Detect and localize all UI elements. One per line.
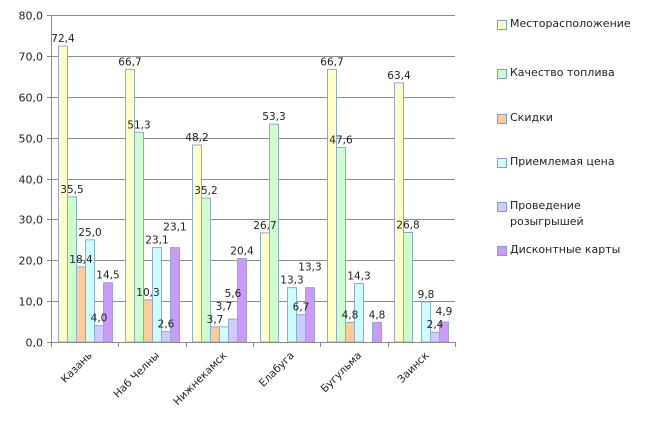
legend-swatch-fuel-quality bbox=[497, 69, 507, 79]
category-label: Елабуга bbox=[257, 350, 297, 390]
data-label: 53,3 bbox=[262, 111, 285, 123]
data-label: 13,3 bbox=[280, 275, 303, 287]
bar bbox=[161, 330, 171, 343]
bar bbox=[327, 68, 337, 343]
bars bbox=[58, 45, 449, 343]
bar bbox=[305, 287, 315, 343]
legend-label: Дисконтные карты bbox=[510, 243, 621, 256]
bar bbox=[403, 231, 413, 343]
data-label: 6,7 bbox=[293, 302, 310, 314]
data-label: 35,2 bbox=[194, 185, 217, 197]
category-label: Наб Челны bbox=[111, 350, 162, 401]
data-label: 3,7 bbox=[207, 314, 224, 326]
data-label: 23,1 bbox=[145, 235, 168, 247]
data-label: 66,7 bbox=[320, 56, 343, 68]
y-tick-label: 50,0 bbox=[19, 133, 44, 146]
legend-item-location: Месторасположение bbox=[497, 16, 631, 32]
legend-label: Качество топлива bbox=[510, 66, 615, 79]
bar bbox=[430, 331, 440, 343]
data-label: 10,3 bbox=[136, 287, 159, 299]
legend-label: Месторасположение bbox=[510, 17, 631, 30]
bar bbox=[67, 196, 77, 343]
data-label: 20,4 bbox=[230, 246, 254, 258]
bar bbox=[260, 232, 270, 343]
legend-label: Скидки bbox=[510, 111, 553, 124]
data-label: 3,7 bbox=[216, 301, 233, 313]
x-axis: Казань Наб Челны Нижнекамск Елабуга Бугульма… bbox=[51, 342, 456, 408]
y-tick-label: 30,0 bbox=[19, 214, 44, 227]
gridlines bbox=[51, 15, 455, 302]
data-label: 14,5 bbox=[96, 270, 119, 282]
legend-item-lotteries: Проведение розыгрышей bbox=[497, 198, 607, 230]
bar bbox=[228, 318, 238, 343]
bar bbox=[210, 326, 220, 343]
data-label: 4,8 bbox=[369, 309, 386, 321]
bar bbox=[345, 321, 355, 343]
data-label: 23,1 bbox=[163, 222, 186, 234]
data-labels: 72,435,518,425,04,014,566,751,310,323,12… bbox=[51, 33, 452, 331]
data-label: 4,9 bbox=[436, 306, 453, 318]
legend-swatch-lotteries bbox=[497, 202, 507, 212]
bar bbox=[296, 314, 306, 343]
legend-item-acceptable-price: Приемлемая цена bbox=[497, 154, 615, 170]
y-tick-label: 10,0 bbox=[19, 296, 44, 309]
category-label: Нижнекамск bbox=[171, 350, 229, 408]
legend-item-discount-cards: Дисконтные карты bbox=[497, 242, 620, 258]
bar bbox=[76, 266, 86, 343]
bar bbox=[219, 326, 229, 343]
bar bbox=[192, 144, 202, 343]
bar bbox=[269, 123, 279, 343]
y-tick-label: 60,0 bbox=[19, 92, 44, 105]
data-label: 13,3 bbox=[298, 262, 321, 274]
data-label: 5,6 bbox=[225, 288, 242, 300]
bar bbox=[287, 287, 297, 343]
data-label: 66,7 bbox=[118, 56, 141, 68]
category-label: Заинск bbox=[395, 350, 431, 386]
legend-label: Приемлемая цена bbox=[510, 155, 615, 168]
data-label: 9,8 bbox=[418, 289, 435, 301]
data-label: 47,6 bbox=[329, 134, 353, 146]
data-label: 51,3 bbox=[127, 119, 150, 131]
data-label: 63,4 bbox=[387, 70, 411, 82]
data-label: 4,0 bbox=[91, 313, 108, 325]
bar bbox=[394, 82, 404, 343]
bar bbox=[125, 68, 135, 343]
data-label: 2,6 bbox=[158, 318, 175, 330]
bar bbox=[134, 131, 144, 343]
legend-swatch-discounts bbox=[497, 114, 507, 124]
y-tick-label: 40,0 bbox=[19, 174, 44, 187]
legend-swatch-acceptable-price bbox=[497, 158, 507, 168]
y-tick-label: 80,0 bbox=[19, 10, 44, 23]
data-label: 14,3 bbox=[347, 271, 370, 283]
data-label: 4,8 bbox=[342, 309, 359, 321]
legend-label: Проведение розыгрышей bbox=[510, 199, 584, 228]
legend-swatch-discount-cards bbox=[497, 246, 507, 256]
data-label: 35,5 bbox=[60, 184, 83, 196]
category-label: Бугульма bbox=[319, 350, 365, 396]
data-label: 72,4 bbox=[51, 33, 75, 45]
bar bbox=[372, 321, 382, 343]
y-tick-label: 70,0 bbox=[19, 51, 44, 64]
legend-item-discounts: Скидки bbox=[497, 110, 553, 126]
bar bbox=[143, 299, 153, 343]
data-label: 26,7 bbox=[253, 220, 276, 232]
data-label: 25,0 bbox=[78, 227, 101, 239]
legend-swatch-location bbox=[497, 20, 507, 30]
y-tick-label: 0,0 bbox=[26, 337, 44, 350]
bar bbox=[237, 258, 247, 343]
y-tick-label: 20,0 bbox=[19, 255, 44, 268]
data-label: 18,4 bbox=[69, 254, 93, 266]
data-label: 26,8 bbox=[396, 219, 419, 231]
y-axis: 0,0 10,0 20,0 30,0 40,0 50,0 60,0 70,0 80,0 bbox=[19, 10, 52, 350]
legend-item-fuel-quality: Качество топлива bbox=[497, 65, 615, 81]
category-label: Казань bbox=[59, 350, 95, 386]
data-label: 48,2 bbox=[185, 132, 208, 144]
data-label: 2,4 bbox=[427, 319, 444, 331]
bar bbox=[94, 325, 104, 343]
